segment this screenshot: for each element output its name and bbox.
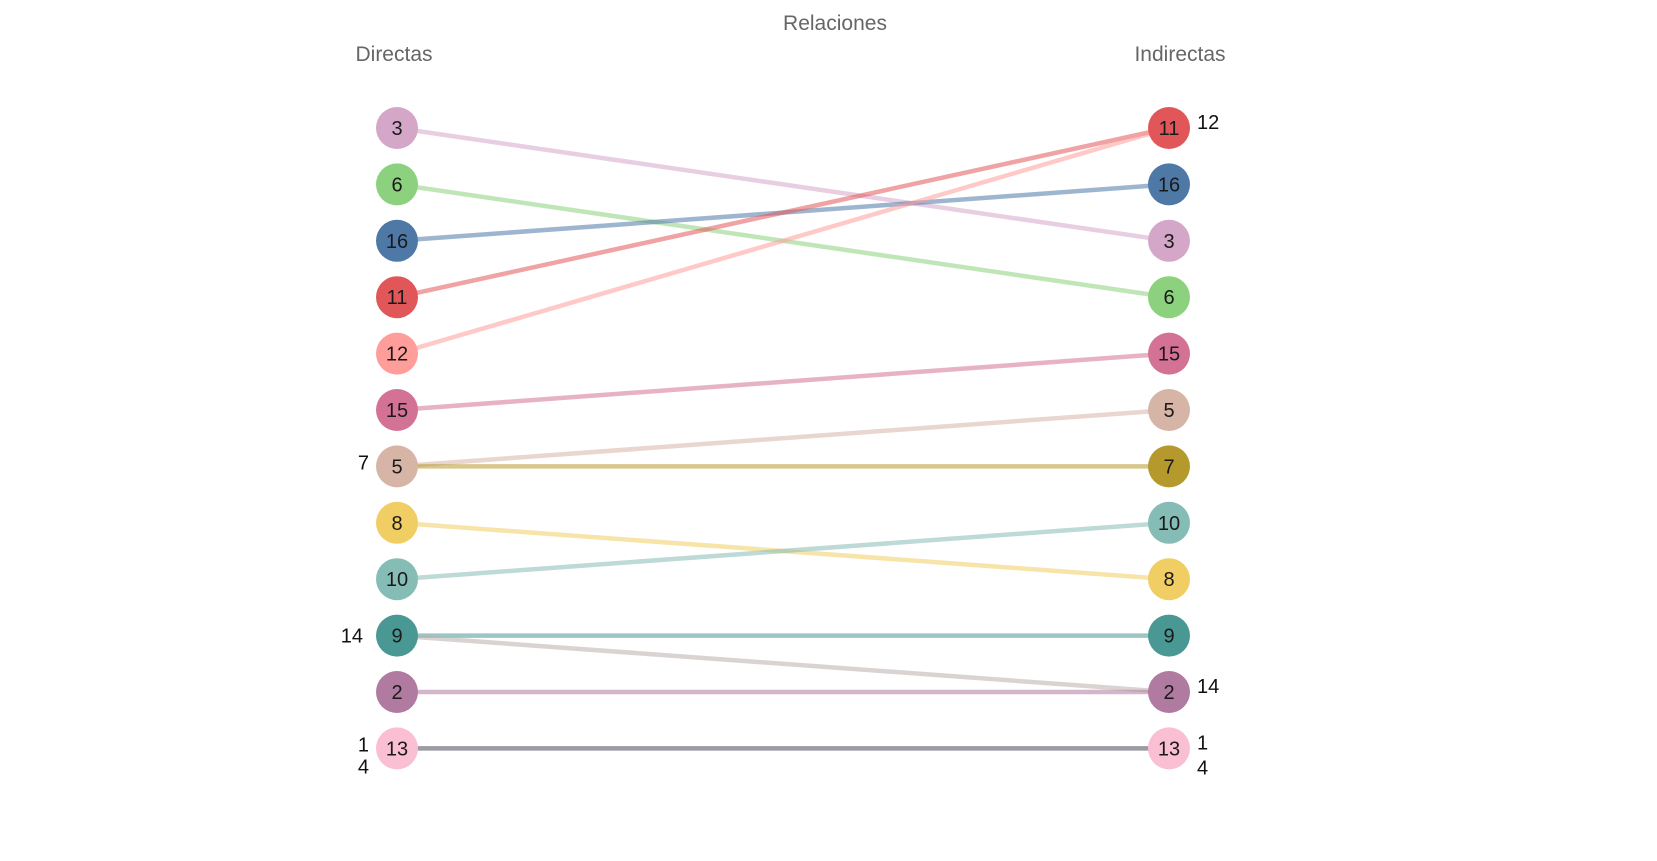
links-layer	[394, 125, 1172, 751]
left-node-label-3: 3	[391, 118, 402, 140]
right-node-13[interactable]: 13	[1148, 727, 1190, 770]
right-node-circle-6[interactable]	[1148, 276, 1190, 319]
left-node-label-5: 5	[391, 456, 402, 478]
right-node-circle-5[interactable]	[1148, 389, 1190, 431]
left-node-circle-11[interactable]	[376, 276, 418, 319]
left-node-circle-8[interactable]	[376, 501, 418, 544]
right-node-3[interactable]: 3	[1148, 219, 1190, 262]
left-node-circle-12[interactable]	[376, 332, 418, 375]
left-node-label-9: 9	[391, 626, 402, 648]
left-node-8[interactable]: 8	[376, 501, 418, 544]
right-node-10[interactable]: 10	[1148, 501, 1190, 544]
left-annotation-7: 7	[358, 452, 369, 474]
right-node-circle-15[interactable]	[1148, 332, 1190, 375]
left-node-label-16: 16	[386, 231, 408, 253]
left-node-circle-3[interactable]	[376, 107, 418, 149]
left-node-circle-15[interactable]	[376, 389, 418, 431]
left-node-label-13: 13	[386, 738, 408, 760]
right-annotation-12: 12	[1197, 112, 1219, 134]
right-node-15[interactable]: 15	[1148, 332, 1190, 375]
right-node-circle-11[interactable]	[1148, 107, 1190, 149]
right-node-circle-13[interactable]	[1148, 727, 1190, 770]
right-annotation-4: 4	[1197, 757, 1208, 779]
right-node-label-2: 2	[1163, 682, 1174, 704]
right-node-label-16: 16	[1158, 174, 1180, 196]
left-node-13[interactable]: 13	[376, 727, 418, 770]
right-node-circle-9[interactable]	[1148, 614, 1190, 657]
left-node-circle-6[interactable]	[376, 163, 418, 206]
right-node-label-13: 13	[1158, 738, 1180, 760]
right-node-label-9: 9	[1163, 626, 1174, 648]
left-node-circle-16[interactable]	[376, 219, 418, 262]
left-node-label-15: 15	[386, 400, 408, 422]
right-node-5[interactable]: 5	[1148, 389, 1190, 431]
left-node-10[interactable]: 10	[376, 558, 418, 601]
right-node-label-11: 11	[1159, 118, 1180, 140]
left-node-label-11: 11	[387, 287, 408, 309]
right-node-label-15: 15	[1158, 344, 1180, 366]
right-node-label-7: 7	[1163, 456, 1174, 478]
right-node-circle-3[interactable]	[1148, 219, 1190, 262]
left-node-circle-5[interactable]	[376, 445, 418, 488]
left-node-circle-9[interactable]	[376, 614, 418, 657]
right-annotation-14: 14	[1197, 676, 1219, 698]
left-node-circle-10[interactable]	[376, 558, 418, 601]
right-node-9[interactable]: 9	[1148, 614, 1190, 657]
nodes-layer: 3 6 16 11 12 15 5 8 10 9 2 13 11 16 3 6 15 5 7 10 8 9 2 13	[376, 107, 1190, 770]
left-node-11[interactable]: 11	[376, 276, 418, 319]
link-3-to-3	[394, 125, 1172, 244]
left-node-5[interactable]: 5	[376, 445, 418, 488]
right-node-2[interactable]: 2	[1148, 671, 1190, 713]
left-node-2[interactable]: 2	[376, 671, 418, 713]
right-node-label-5: 5	[1163, 400, 1174, 422]
left-node-15[interactable]: 15	[376, 389, 418, 431]
right-node-16[interactable]: 16	[1148, 163, 1190, 206]
left-node-16[interactable]: 16	[376, 219, 418, 262]
left-node-label-2: 2	[391, 682, 402, 704]
right-node-circle-10[interactable]	[1148, 501, 1190, 544]
link-5-to-5	[394, 407, 1172, 469]
right-column-title: Indirectas	[1134, 43, 1225, 66]
left-node-6[interactable]: 6	[376, 163, 418, 206]
left-annotation-1: 1	[358, 734, 369, 756]
chart-title: Relaciones	[783, 12, 887, 35]
left-node-label-8: 8	[391, 513, 402, 535]
left-column-title: Directas	[355, 43, 432, 66]
right-node-circle-16[interactable]	[1148, 163, 1190, 206]
right-node-8[interactable]: 8	[1148, 558, 1190, 601]
left-node-3[interactable]: 3	[376, 107, 418, 149]
left-node-circle-13[interactable]	[376, 727, 418, 770]
right-node-circle-2[interactable]	[1148, 671, 1190, 713]
right-node-label-6: 6	[1163, 287, 1174, 309]
link-14-to-2	[394, 633, 1172, 695]
link-12-to-11	[394, 125, 1172, 356]
link-11-to-11	[394, 125, 1172, 300]
right-node-6[interactable]: 6	[1148, 276, 1190, 319]
right-node-11[interactable]: 11	[1148, 107, 1190, 149]
right-node-7[interactable]: 7	[1148, 445, 1190, 488]
left-node-9[interactable]: 9	[376, 614, 418, 657]
left-annotation-4: 4	[358, 756, 369, 778]
left-node-12[interactable]: 12	[376, 332, 418, 375]
left-node-label-10: 10	[386, 569, 408, 591]
left-node-circle-2[interactable]	[376, 671, 418, 713]
right-node-label-3: 3	[1163, 231, 1174, 253]
right-node-label-10: 10	[1158, 513, 1180, 535]
link-15-to-15	[394, 351, 1172, 413]
link-10-to-10	[394, 520, 1172, 582]
left-node-label-12: 12	[386, 344, 408, 366]
right-annotation-1: 1	[1197, 732, 1208, 754]
right-node-circle-8[interactable]	[1148, 558, 1190, 601]
left-node-label-6: 6	[391, 174, 402, 196]
right-node-circle-7[interactable]	[1148, 445, 1190, 488]
right-node-label-8: 8	[1163, 569, 1174, 591]
left-annotation-14: 14	[341, 626, 363, 648]
